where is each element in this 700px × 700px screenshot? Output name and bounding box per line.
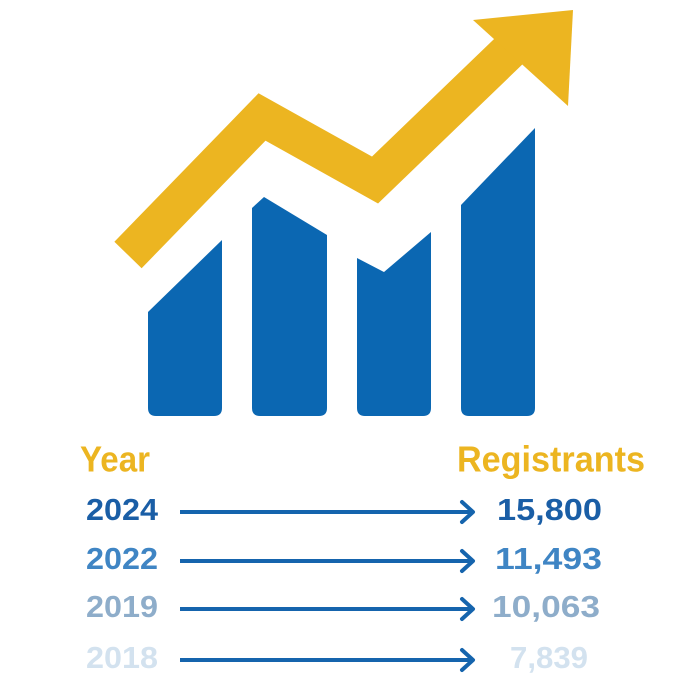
icon-bar (252, 197, 327, 416)
row: 2019 10,063 (86, 589, 600, 624)
row-arrow (180, 648, 475, 672)
icon-arrow-head (473, 10, 573, 106)
icon-trend-line (114, 36, 524, 269)
growth-icon (114, 10, 573, 416)
registrants-cell: 15,800 (497, 492, 602, 527)
row: 2018 7,839 (86, 640, 588, 675)
row-arrow (180, 549, 475, 573)
icon-bar (357, 232, 431, 416)
year-cell: 2019 (86, 589, 158, 624)
row-arrow (180, 500, 475, 524)
year-cell: 2024 (86, 492, 159, 527)
registrants-cell: 10,063 (492, 589, 600, 624)
row: 2022 11,493 (86, 541, 602, 576)
row: 2024 15,800 (86, 492, 602, 527)
row-arrow (180, 597, 475, 621)
year-cell: 2018 (86, 640, 158, 675)
registrants-cell: 11,493 (495, 541, 602, 576)
icon-bar (148, 240, 222, 416)
year-header: Year (80, 439, 150, 480)
registrants-header: Registrants (457, 439, 645, 480)
registrants-cell: 7,839 (510, 640, 588, 675)
icon-bar (461, 128, 535, 416)
year-cell: 2022 (86, 541, 158, 576)
